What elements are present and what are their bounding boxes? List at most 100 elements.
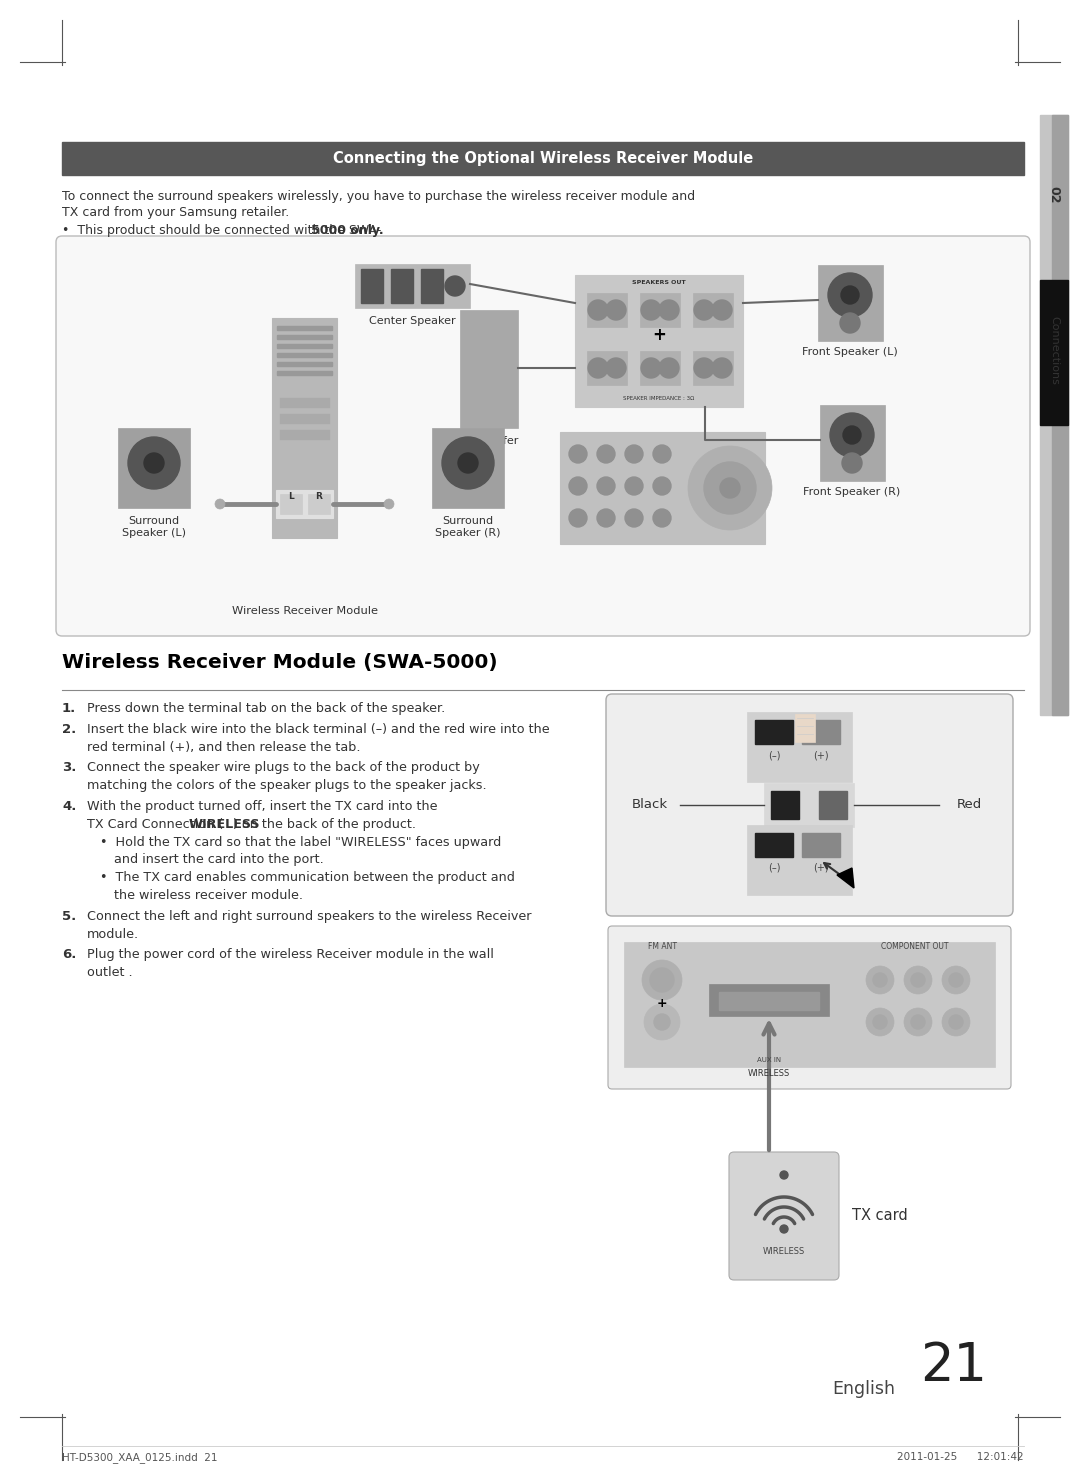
Bar [308,494,330,515]
Circle shape [642,358,661,379]
Text: •  This product should be connected with the SWA-: • This product should be connected with … [62,223,381,237]
Circle shape [588,300,608,319]
FancyBboxPatch shape [606,694,1013,916]
Text: •  The TX card enables communication between the product and: • The TX card enables communication betw… [100,871,515,884]
Circle shape [653,478,671,495]
Text: Subwoofer: Subwoofer [459,436,518,447]
Circle shape [129,436,180,490]
Text: 1.: 1. [62,703,77,714]
FancyBboxPatch shape [608,926,1011,1089]
Bar [460,311,518,427]
Circle shape [712,300,732,319]
Text: 2011-01-25      12:01:42: 2011-01-25 12:01:42 [897,1452,1024,1463]
Bar [693,293,733,327]
Circle shape [659,300,679,319]
Bar [276,362,332,365]
Text: the wireless receiver module.: the wireless receiver module. [114,889,303,902]
Circle shape [654,1015,670,1029]
Circle shape [841,285,859,305]
Circle shape [843,426,861,444]
Circle shape [912,973,924,986]
Text: module.: module. [87,927,139,941]
Bar [755,833,793,856]
Bar [276,371,332,376]
Text: WIRELESS: WIRELESS [747,1069,791,1078]
Circle shape [688,447,772,529]
Circle shape [780,1171,788,1179]
Circle shape [215,498,225,509]
Circle shape [942,1009,970,1035]
Circle shape [384,498,394,509]
Text: Wireless Receiver Module (SWA-5000): Wireless Receiver Module (SWA-5000) [62,654,498,671]
Circle shape [606,358,626,379]
Text: SPEAKERS OUT: SPEAKERS OUT [632,280,686,284]
Bar [118,427,190,507]
Bar [755,720,793,744]
Circle shape [659,358,679,379]
Bar [764,782,854,827]
Text: 5000 only.: 5000 only. [311,223,383,237]
Bar [561,432,765,544]
Text: Surround
Speaker (R): Surround Speaker (R) [435,516,501,537]
Text: Connect the left and right surround speakers to the wireless Receiver: Connect the left and right surround spea… [87,910,531,923]
Text: Red: Red [957,799,982,812]
Text: outlet .: outlet . [87,966,133,979]
Bar [795,714,815,742]
Circle shape [625,445,643,463]
Text: 4.: 4. [62,800,77,813]
Bar [747,825,852,895]
Text: Black: Black [632,799,669,812]
Circle shape [588,358,608,379]
Bar [276,325,332,330]
Text: AUX IN: AUX IN [757,1057,781,1063]
Circle shape [873,1015,887,1029]
Circle shape [712,358,732,379]
Bar [588,351,627,385]
Circle shape [653,445,671,463]
Bar [391,269,413,303]
Text: ) on the back of the product.: ) on the back of the product. [232,818,416,831]
Bar [693,351,733,385]
Bar [819,791,847,819]
Text: +: + [657,997,667,1010]
Text: HT-D5300_XAA_0125.indd  21: HT-D5300_XAA_0125.indd 21 [62,1452,217,1463]
Circle shape [445,277,465,296]
Bar [771,791,799,819]
Text: TX card: TX card [852,1208,908,1223]
Text: (+): (+) [813,864,828,873]
Text: Front Speaker (L): Front Speaker (L) [802,348,897,356]
Bar [280,414,330,424]
Circle shape [866,1009,894,1035]
Text: Connecting the Optional Wireless Receiver Module: Connecting the Optional Wireless Receive… [333,151,753,166]
Circle shape [642,300,661,319]
Bar [280,398,330,408]
Bar [624,942,995,1066]
Circle shape [720,478,740,498]
Text: Surround
Speaker (L): Surround Speaker (L) [122,516,186,537]
Circle shape [653,509,671,527]
Circle shape [569,509,588,527]
Text: Plug the power cord of the wireless Receiver module in the wall: Plug the power cord of the wireless Rece… [87,948,494,961]
Circle shape [912,1015,924,1029]
Text: WIRELESS: WIRELESS [762,1247,805,1257]
Circle shape [642,960,681,1000]
Text: TX card from your Samsung retailer.: TX card from your Samsung retailer. [62,206,289,219]
Bar [276,336,332,339]
Bar [1052,115,1068,714]
Circle shape [569,478,588,495]
Bar [802,833,840,856]
Text: 3.: 3. [62,762,77,775]
Circle shape [828,274,872,317]
Circle shape [942,966,970,994]
Circle shape [644,1004,680,1040]
Bar [421,269,443,303]
Text: and insert the card into the port.: and insert the card into the port. [114,853,324,867]
Text: TX Card Connection (: TX Card Connection ( [87,818,224,831]
Text: 6.: 6. [62,948,77,961]
Circle shape [704,461,756,515]
Bar [719,992,819,1010]
Text: matching the colors of the speaker plugs to the speaker jacks.: matching the colors of the speaker plugs… [87,779,487,793]
Text: To connect the surround speakers wirelessly, you have to purchase the wireless r: To connect the surround speakers wireles… [62,189,696,203]
Circle shape [866,966,894,994]
Bar [280,430,330,439]
